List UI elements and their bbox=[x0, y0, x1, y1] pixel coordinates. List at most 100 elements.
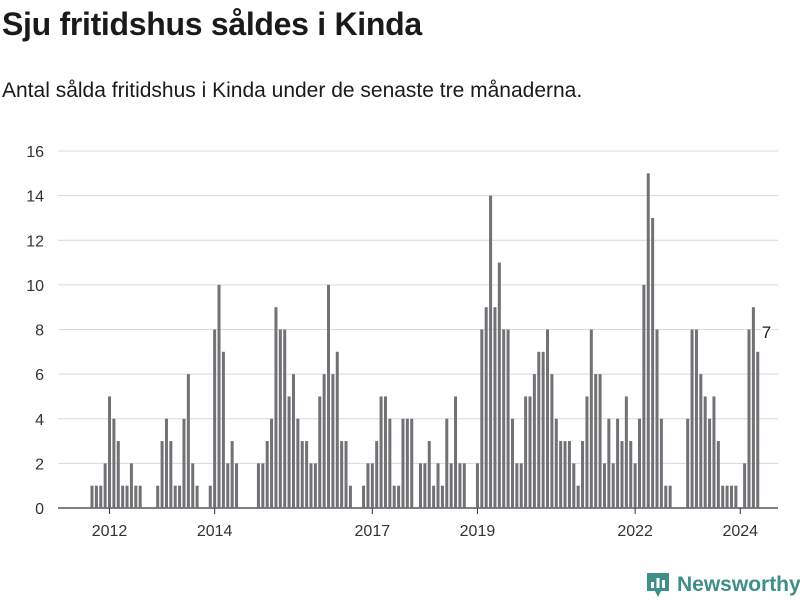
bar bbox=[300, 441, 304, 508]
bar bbox=[633, 463, 637, 509]
y-tick-label: 2 bbox=[35, 456, 44, 473]
bar bbox=[686, 418, 690, 508]
bar bbox=[160, 441, 164, 508]
bar bbox=[287, 396, 291, 508]
bar bbox=[537, 351, 541, 508]
y-tick-label: 8 bbox=[35, 323, 44, 340]
bar bbox=[497, 262, 501, 508]
bar bbox=[208, 485, 212, 508]
y-tick-label: 10 bbox=[26, 278, 44, 295]
bar bbox=[362, 485, 366, 508]
bar bbox=[138, 485, 142, 508]
bar bbox=[519, 463, 523, 509]
x-tick-label: 2012 bbox=[92, 523, 128, 540]
bar bbox=[655, 329, 659, 508]
bar bbox=[690, 329, 694, 508]
bar bbox=[602, 463, 606, 509]
y-tick-label: 0 bbox=[35, 501, 44, 518]
x-tick-label: 2019 bbox=[460, 523, 496, 540]
x-tick-label: 2022 bbox=[617, 523, 653, 540]
bar bbox=[607, 418, 611, 508]
bar bbox=[129, 463, 133, 509]
bar bbox=[217, 284, 221, 509]
bar bbox=[651, 217, 655, 508]
bar bbox=[475, 463, 479, 509]
bar bbox=[309, 463, 313, 509]
bar bbox=[108, 396, 112, 508]
bar bbox=[278, 329, 282, 508]
bar bbox=[554, 418, 558, 508]
bar bbox=[305, 441, 309, 508]
bar bbox=[256, 463, 260, 509]
bar bbox=[401, 418, 405, 508]
bar bbox=[379, 396, 383, 508]
bar bbox=[213, 329, 217, 508]
bar bbox=[756, 351, 760, 508]
bar bbox=[729, 485, 733, 508]
bar bbox=[116, 441, 120, 508]
bar bbox=[484, 307, 488, 508]
bar bbox=[515, 463, 519, 509]
bar bbox=[646, 173, 650, 508]
bar bbox=[638, 418, 641, 508]
bar bbox=[388, 418, 392, 508]
bar bbox=[265, 441, 269, 508]
bar bbox=[427, 441, 431, 508]
bar bbox=[506, 329, 510, 508]
bar bbox=[502, 329, 506, 508]
bar bbox=[703, 396, 707, 508]
bar bbox=[616, 418, 620, 508]
bar bbox=[567, 441, 571, 508]
y-tick-label: 12 bbox=[26, 233, 44, 250]
bar bbox=[550, 374, 554, 509]
bar bbox=[270, 418, 274, 508]
bar bbox=[274, 307, 278, 508]
bar bbox=[585, 396, 589, 508]
x-tick-label: 2014 bbox=[197, 523, 233, 540]
bar bbox=[235, 463, 239, 509]
bar bbox=[563, 441, 567, 508]
bar bbox=[664, 485, 668, 508]
bar bbox=[283, 329, 287, 508]
bar bbox=[734, 485, 738, 508]
bar bbox=[335, 351, 339, 508]
bar bbox=[712, 396, 716, 508]
bar bbox=[716, 441, 720, 508]
bar bbox=[620, 441, 624, 508]
bars bbox=[90, 173, 760, 509]
bar bbox=[375, 441, 379, 508]
bar bbox=[164, 418, 168, 508]
bar bbox=[436, 463, 440, 509]
bar bbox=[156, 485, 160, 508]
bar bbox=[480, 329, 484, 508]
bar bbox=[226, 463, 230, 509]
bar bbox=[331, 374, 335, 509]
x-axis-ticks: 2012 2014 2017 2019 2022 2024 bbox=[92, 508, 758, 540]
bar bbox=[432, 485, 436, 508]
x-tick-label: 2017 bbox=[355, 523, 391, 540]
bar bbox=[462, 463, 466, 509]
bar bbox=[668, 485, 672, 508]
bar bbox=[629, 441, 633, 508]
bar bbox=[340, 441, 344, 508]
bar bbox=[261, 463, 265, 509]
data-labels: 7 bbox=[760, 321, 773, 344]
bar bbox=[344, 441, 348, 508]
newsworthy-brand: Newsworthy bbox=[645, 570, 800, 600]
bar bbox=[186, 374, 190, 509]
bar bbox=[410, 418, 414, 508]
bar bbox=[589, 329, 593, 508]
bar bbox=[594, 374, 598, 509]
chart-subtitle: Antal sålda fritidshus i Kinda under de … bbox=[2, 79, 583, 102]
chart-title: Sju fritidshus såldes i Kinda bbox=[2, 6, 422, 42]
brand-name: Newsworthy bbox=[677, 573, 800, 596]
bar bbox=[524, 396, 528, 508]
bar bbox=[493, 307, 497, 508]
bar bbox=[751, 307, 755, 508]
bar bbox=[708, 418, 712, 508]
x-tick-label: 2024 bbox=[722, 523, 758, 540]
bar bbox=[572, 463, 576, 509]
bar bbox=[541, 351, 545, 508]
bar bbox=[694, 329, 698, 508]
bar bbox=[642, 284, 646, 509]
